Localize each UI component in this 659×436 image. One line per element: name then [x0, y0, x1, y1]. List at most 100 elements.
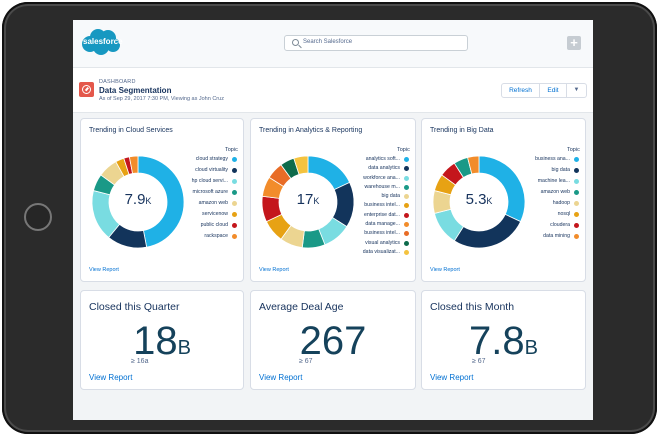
legend-item[interactable]: rackspace	[178, 232, 238, 243]
view-report-link[interactable]: View Report	[89, 267, 119, 273]
legend-label: big data	[551, 167, 570, 173]
legend-item[interactable]: business intel...	[350, 229, 410, 238]
salesforce-logo[interactable]: salesforce	[79, 26, 123, 58]
donut-legend: analytics soft... data analytics workforce…	[350, 155, 410, 257]
more-actions-chevron-down-icon[interactable]: ▼	[573, 87, 580, 93]
donut-segment-0[interactable]	[307, 155, 351, 191]
legend-dot-icon	[404, 212, 409, 218]
metric-number: 7.8	[469, 319, 525, 363]
global-header: salesforce Search Salesforce +	[73, 20, 593, 68]
metric-title: Closed this Month	[430, 301, 515, 313]
legend-item[interactable]: analytics soft...	[350, 155, 410, 164]
legend-label: public cloud	[200, 222, 228, 228]
legend-label: workforce ana...	[363, 174, 400, 181]
metric-value: 267	[251, 321, 415, 368]
legend-label: machine lea...	[537, 178, 570, 184]
legend-item[interactable]: amazon web	[178, 199, 238, 210]
legend-label: business intel...	[364, 230, 400, 237]
legend-item[interactable]: data analytics	[350, 164, 410, 173]
donut-card-cloud-services: Trending in Cloud Services Topic 7.9K cl…	[80, 118, 244, 282]
metric-value: 7.8B	[422, 321, 585, 368]
dashboard-button-group: Refresh Edit ▼	[501, 83, 587, 98]
legend-label: visual analytics	[365, 239, 400, 246]
dashboard-subtitle: As of Sep 29, 2017 7:30 PM, Viewing as J…	[99, 96, 224, 102]
metric-number: 267	[299, 319, 367, 363]
legend-item[interactable]: public cloud	[178, 221, 238, 232]
metric-value: 18B	[81, 321, 243, 368]
view-report-link[interactable]: View Report	[259, 373, 303, 382]
legend-item[interactable]: warehouse m...	[350, 183, 410, 192]
center-unit: K	[313, 196, 320, 206]
legend-dot-icon	[574, 201, 579, 206]
legend-dot-icon	[574, 212, 579, 217]
metric-unit: B	[177, 337, 191, 359]
legend-label: big data	[381, 193, 400, 200]
view-report-link[interactable]: View Report	[259, 267, 289, 273]
view-report-link[interactable]: View Report	[430, 373, 474, 382]
legend-item[interactable]: big data	[520, 166, 580, 177]
legend-label: amazon web	[198, 200, 228, 206]
metric-comparison: ≥ 67	[472, 358, 486, 365]
legend-item[interactable]: business intel...	[350, 201, 410, 210]
legend-item[interactable]: hadoop	[520, 199, 580, 210]
legend-dot-icon	[404, 194, 409, 200]
legend-item[interactable]: workforce ana...	[350, 174, 410, 183]
legend-dot-icon	[232, 168, 237, 173]
donut-card-big-data: Trending in Big Data Topic 5.3K business…	[421, 118, 586, 282]
legend-dot-icon	[574, 190, 579, 195]
global-actions-plus-icon[interactable]: +	[567, 36, 581, 50]
legend-dot-icon	[404, 249, 409, 255]
legend-label: data manage...	[365, 221, 400, 228]
legend-label: enterprise dat...	[363, 211, 400, 218]
view-report-link[interactable]: View Report	[89, 373, 133, 382]
donut-segment-10[interactable]	[293, 155, 309, 175]
legend-item[interactable]: business ana...	[520, 155, 580, 166]
home-button[interactable]	[24, 203, 52, 231]
legend-dot-icon	[232, 212, 237, 217]
legend-item[interactable]: hp cloud servi...	[178, 177, 238, 188]
donut-segment-1[interactable]	[453, 213, 522, 249]
legend-label: rackspace	[204, 233, 228, 239]
legend-item[interactable]: machine lea...	[520, 177, 580, 188]
legend-label: amazon web	[540, 189, 570, 195]
center-unit: K	[145, 196, 152, 206]
legend-dot-icon	[404, 157, 409, 162]
legend-item[interactable]: data visualizat...	[350, 248, 410, 257]
edit-button[interactable]: Edit	[540, 84, 567, 97]
legend-label: microsoft azure	[192, 189, 228, 195]
legend-dot-icon	[232, 201, 237, 206]
donut-legend: business ana... big data machine lea... ama…	[520, 155, 580, 243]
legend-item[interactable]: big data	[350, 192, 410, 201]
legend-label: business intel...	[364, 202, 400, 209]
legend-dot-icon	[232, 234, 237, 239]
legend-item[interactable]: cloudera	[520, 221, 580, 232]
legend-dot-icon	[232, 157, 237, 162]
donut-chart	[261, 155, 355, 249]
donut-segment-0[interactable]	[137, 155, 185, 248]
donut-chart	[432, 155, 526, 249]
legend-item[interactable]: enterprise dat...	[350, 211, 410, 220]
view-report-link[interactable]: View Report	[430, 267, 460, 273]
refresh-button[interactable]: Refresh	[502, 84, 540, 97]
legend-label: hp cloud servi...	[191, 178, 228, 184]
donut-center-value: 7.9K	[87, 191, 189, 208]
legend-item[interactable]: cloud virtuality	[178, 166, 238, 177]
legend-item[interactable]: data manage...	[350, 220, 410, 229]
legend-item[interactable]: cloud strategy	[178, 155, 238, 166]
legend-item[interactable]: data mining	[520, 232, 580, 243]
donut-segment-7[interactable]	[128, 155, 139, 174]
legend-label: business ana...	[535, 156, 570, 162]
global-search-input[interactable]: Search Salesforce	[284, 35, 468, 51]
legend-item[interactable]: servicenow	[178, 210, 238, 221]
card-title: Trending in Cloud Services	[89, 127, 173, 134]
legend-item[interactable]: microsoft azure	[178, 188, 238, 199]
legend-item[interactable]: amazon web	[520, 188, 580, 199]
donut-segment-0[interactable]	[478, 155, 526, 223]
legend-dot-icon	[404, 240, 409, 246]
legend-item[interactable]: nosql	[520, 210, 580, 221]
donut-segment-7[interactable]	[467, 155, 480, 175]
metric-number: 18	[133, 319, 178, 363]
legend-item[interactable]: visual analytics	[350, 239, 410, 248]
legend-label: nosql	[557, 211, 570, 217]
dashboard-gauge-icon	[79, 82, 94, 97]
